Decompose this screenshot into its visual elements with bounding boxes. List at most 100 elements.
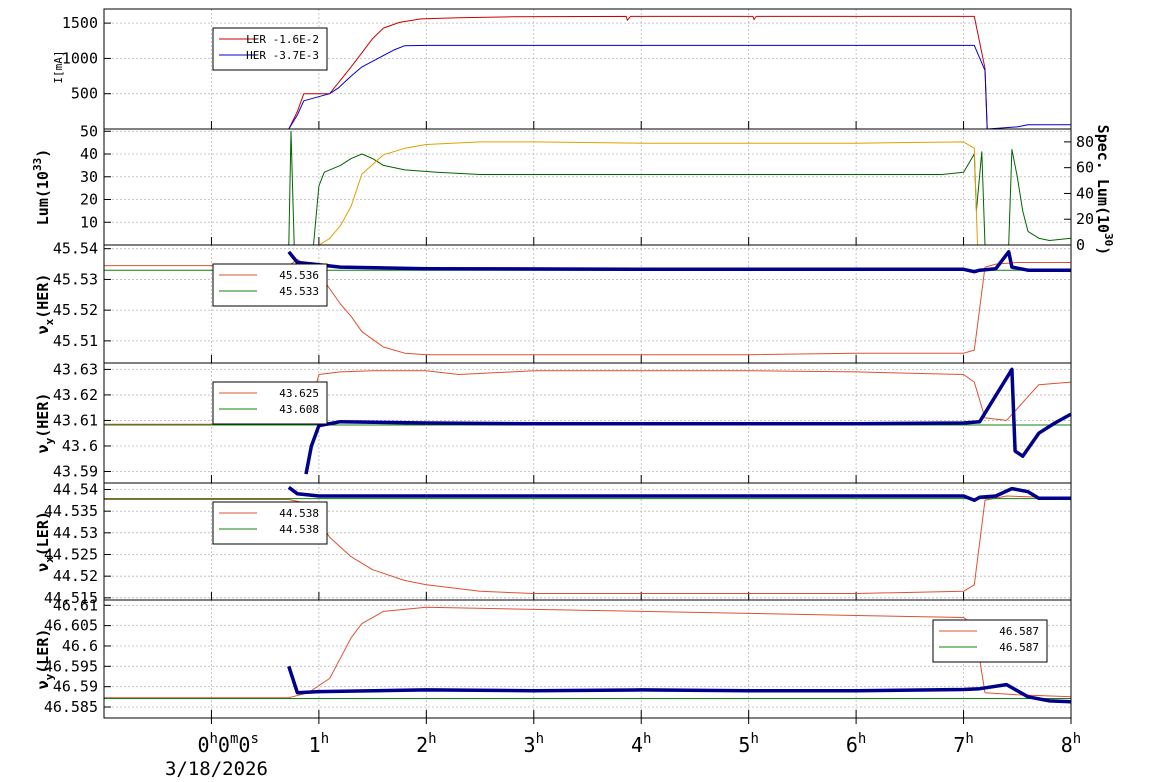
y-tick-label: 46.61: [53, 596, 98, 614]
legend-box: [212, 381, 328, 425]
x-tick-label-5: 5h: [738, 731, 758, 757]
y-right-tick-label: 20: [1076, 210, 1094, 228]
legend-box: [212, 263, 328, 307]
x-tick-value: 6: [846, 733, 858, 757]
y-right-axis-label-main: Spec. Lum(10: [1094, 125, 1112, 233]
x-axis: 0h0m0s 1h 2h 3h 4h 5h 6h 7h 8h3/18/2026: [165, 718, 1081, 780]
y-tick-label: 43.59: [53, 463, 98, 481]
panel-nux_her: 45.51 45.52 45.53 45.54 45.536 45.533 νx(HER): [34, 240, 1072, 364]
x-tick-value-extra: 0: [218, 733, 230, 757]
x-tick-value: 8: [1061, 733, 1073, 757]
legend-current: LER -1.6E-2 HER -3.7E-3: [212, 27, 328, 71]
legend-label: 43.608: [279, 403, 319, 416]
panel-frame: [103, 599, 1072, 719]
y-axis-label-subscript: x: [43, 556, 56, 563]
x-tick-value: 1: [309, 733, 321, 757]
y-tick-label: 45.51: [53, 332, 98, 350]
y-tick-label: 44.515: [44, 589, 98, 607]
y-tick-label: 45.52: [53, 301, 98, 319]
y-axis-label-main: ν: [34, 325, 52, 334]
y-right-tick-label: 60: [1076, 159, 1094, 177]
y-tick-label: 500: [71, 85, 98, 103]
x-tick-value: 4: [631, 733, 643, 757]
y-axis-label: I[mA]: [52, 50, 65, 83]
y-tick-label: 1500: [62, 14, 98, 32]
y-axis-label-suffix: (HER): [34, 274, 52, 319]
x-tick-unit: h: [428, 731, 436, 747]
x-tick-value: 0: [197, 733, 209, 757]
y-axis-label-subscript: x: [43, 318, 56, 325]
y-right-axis-label-close: ): [1094, 246, 1112, 255]
y-tick-label: 46.605: [44, 617, 98, 635]
y-tick-label: 45.53: [53, 270, 98, 288]
y-axis-label-subscript: y: [43, 437, 56, 444]
legend-box: [932, 619, 1048, 663]
y-tick-label: 10: [80, 213, 98, 231]
series-line-nuy_ler-2: [287, 665, 1072, 704]
x-tick-label-3: 3h: [524, 731, 544, 757]
x-tick-unit: h: [1073, 731, 1081, 747]
x-tick-unit: h: [209, 731, 217, 747]
y-right-tick-label: 80: [1076, 133, 1094, 151]
y-right-axis-label-exponent: 30: [1102, 233, 1115, 246]
x-tick-unit: h: [750, 731, 758, 747]
series-line-current-1: [104, 44, 1071, 130]
y-tick-label: 45.54: [53, 240, 98, 258]
panel-nuy_her: 43.59 43.6 43.61 43.62 43.63 43.625 43.608 νy(H…: [34, 360, 1072, 484]
x-axis-date-label: 3/18/2026: [165, 758, 268, 780]
legend-label: 45.533: [279, 285, 319, 298]
legend-box: [212, 501, 328, 545]
x-tick-label-1: 1h: [309, 731, 329, 757]
legend-label: LER -1.6E-2: [246, 33, 319, 46]
legend-nuy_ler: 46.587 46.587: [932, 619, 1048, 663]
x-tick-value: 3: [524, 733, 536, 757]
y-tick-label: 44.53: [53, 524, 98, 542]
y-tick-label: 43.61: [53, 411, 98, 429]
legend-nux_ler: 44.538 44.538: [212, 501, 328, 545]
x-tick-label-8: 8h: [1061, 731, 1081, 757]
legend-box: [212, 27, 328, 71]
y-axis-label-close: ): [34, 149, 52, 158]
y-tick-label: 20: [80, 191, 98, 209]
legend-label: 46.587: [999, 641, 1039, 654]
x-tick-unit: h: [858, 731, 866, 747]
y-axis-label: νx(HER): [34, 274, 56, 335]
y-axis-label-suffix: (HER): [34, 393, 52, 438]
x-tick-label-4: 4h: [631, 731, 651, 757]
legend-label: 44.538: [279, 507, 319, 520]
x-tick-unit-extra: m: [230, 731, 238, 747]
legend-label: 44.538: [279, 523, 319, 536]
y-right-tick-label: 0: [1076, 236, 1085, 254]
series-line-nux_her-2: [287, 250, 1071, 274]
y-axis-label: Lum(1033): [31, 149, 52, 225]
y-axis-label: νx(LER): [34, 511, 56, 572]
x-tick-unit: h: [643, 731, 651, 747]
x-tick-unit: h: [965, 731, 973, 747]
y-axis-label-main: ν: [34, 680, 52, 689]
x-tick-unit: h: [321, 731, 329, 747]
panel-frame: [103, 128, 1072, 246]
y-tick-label: 44.525: [44, 546, 98, 564]
y-tick-label: 50: [80, 122, 98, 140]
legend-label: HER -3.7E-3: [246, 49, 319, 62]
y-tick-label: 44.535: [44, 502, 98, 520]
x-tick-unit-extra: s: [250, 731, 258, 747]
x-tick-unit: h: [536, 731, 544, 747]
legend-nux_her: 45.536 45.533: [212, 263, 328, 307]
series-line-nux_ler-2: [287, 485, 1071, 503]
x-tick-label-6: 6h: [846, 731, 866, 757]
y-tick-label: 30: [80, 168, 98, 186]
y-tick-label: 46.595: [44, 657, 98, 675]
y-axis-label-suffix: (LER): [34, 511, 52, 556]
x-tick-label-7: 7h: [953, 731, 973, 757]
y-axis-label-main: ν: [34, 563, 52, 572]
y-axis-label-subscript: y: [43, 673, 56, 680]
y-axis-label: νy(HER): [34, 393, 56, 454]
y-tick-label: 46.59: [53, 678, 98, 696]
y-tick-label: 43.62: [53, 386, 98, 404]
y-tick-label: 46.6: [62, 637, 98, 655]
y-axis-label-exponent: 33: [31, 158, 44, 171]
x-tick-label-0: 0h0m0s: [197, 731, 258, 757]
